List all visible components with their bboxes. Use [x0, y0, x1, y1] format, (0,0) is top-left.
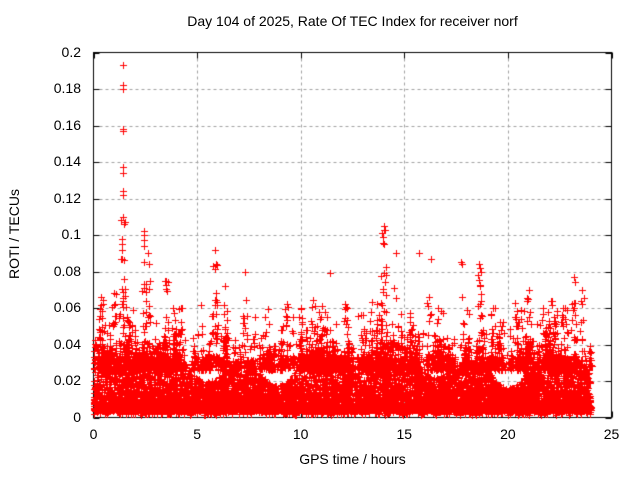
y-tick-label: 0.06	[53, 299, 81, 315]
x-tick-label: 20	[500, 426, 516, 442]
y-tick-label: 0.04	[53, 335, 81, 352]
y-tick-label: 0.1	[61, 226, 81, 242]
chart-title: Day 104 of 2025, Rate Of TEC Index for r…	[187, 13, 518, 29]
y-tick-label: 0.2	[61, 43, 81, 60]
y-tick-label: 0.16	[53, 116, 81, 133]
x-tick-label: 15	[396, 426, 413, 442]
y-tick-label: 0.02	[53, 372, 81, 388]
y-tick-label: 0.12	[53, 189, 81, 206]
y-tick-label: 0.08	[53, 262, 81, 279]
y-tick-label: 0.14	[53, 153, 81, 169]
x-tick-label: 0	[89, 426, 98, 442]
x-tick-label: 25	[603, 426, 620, 442]
x-axis-label: GPS time / hours	[299, 451, 406, 467]
x-tick-label: 10	[292, 426, 309, 442]
x-tick-label: 5	[193, 426, 201, 442]
y-tick-label: 0	[73, 408, 81, 425]
y-tick-label: 0.18	[53, 80, 81, 96]
